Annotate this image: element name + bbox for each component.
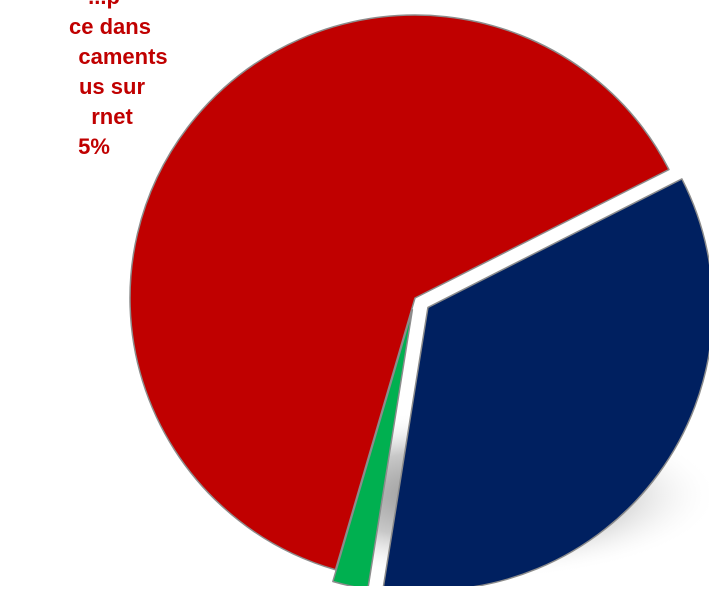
data-label-line-2: ce dans [69, 14, 151, 39]
data-label-line-4: us sur [78, 74, 146, 99]
data-label-line-6: 5% [78, 134, 110, 159]
data-label-line-5: rnet [91, 104, 133, 129]
pie-slice-1 [129, 14, 670, 571]
data-label-line-1: ...p [16, 0, 192, 12]
data-label-line-3: caments [78, 44, 168, 69]
red-slice-data-label: ...p ce dans caments us sur rnet 5% [0, 0, 192, 162]
